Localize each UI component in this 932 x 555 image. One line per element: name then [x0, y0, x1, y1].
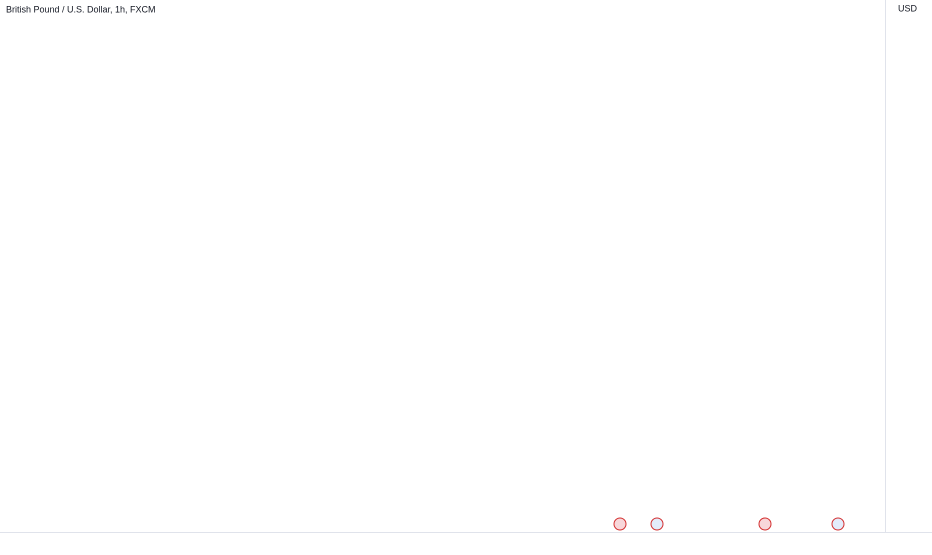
chart-title: British Pound / U.S. Dollar, 1h, FXCM: [6, 4, 156, 14]
event-icon[interactable]: [831, 517, 845, 531]
currency-label: USD: [898, 3, 918, 13]
event-icon[interactable]: [758, 517, 772, 531]
event-icon[interactable]: [650, 517, 664, 531]
event-icon[interactable]: [613, 517, 627, 531]
event-icons: [613, 517, 845, 531]
